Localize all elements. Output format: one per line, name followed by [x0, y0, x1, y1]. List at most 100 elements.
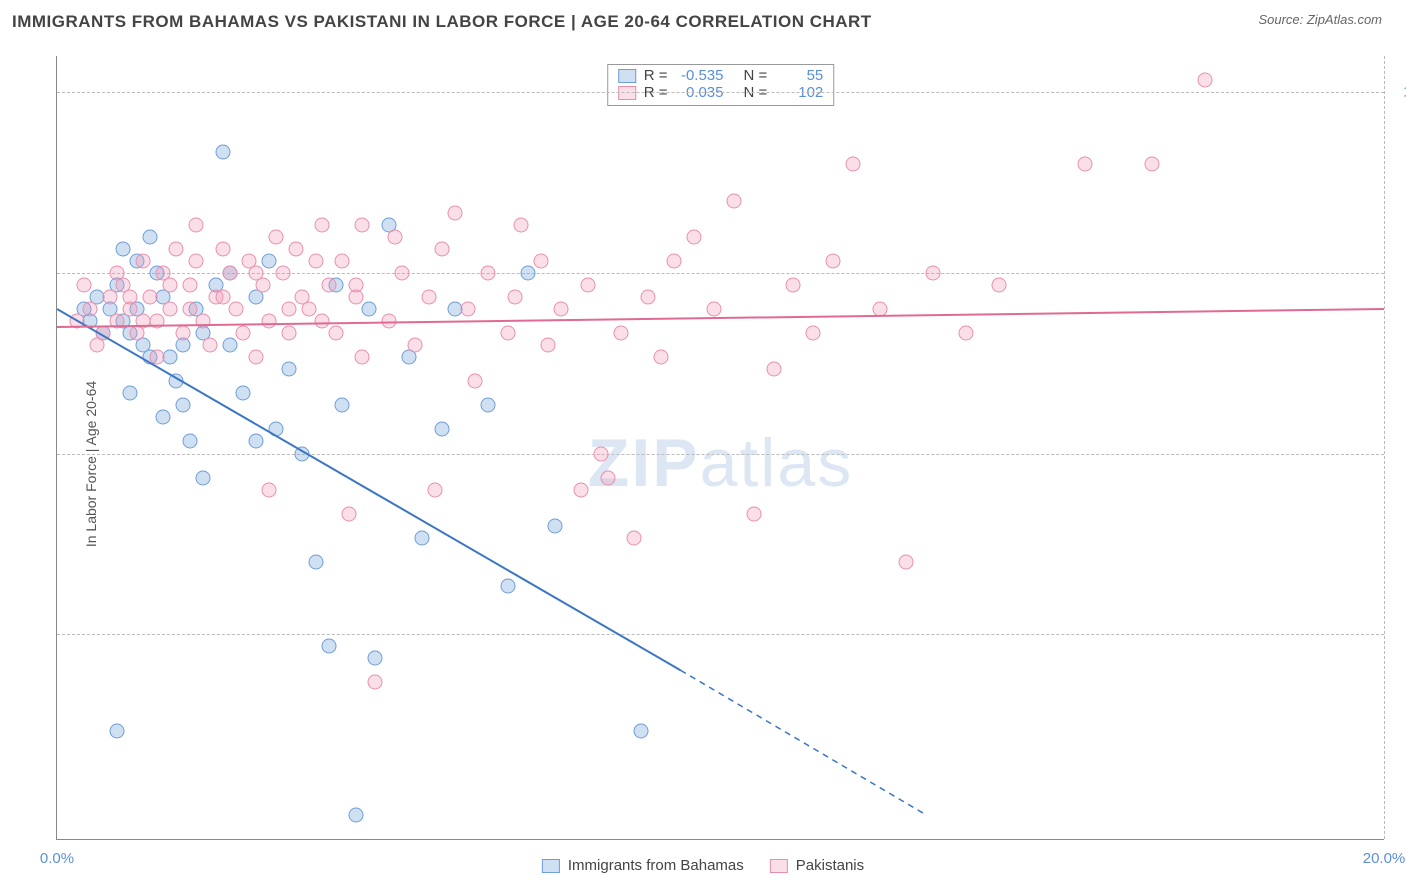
data-point-b [501, 326, 516, 341]
data-point-b [348, 277, 363, 292]
legend-swatch-icon [770, 859, 788, 873]
data-point-b [182, 277, 197, 292]
legend-n-label: N = [744, 67, 768, 84]
data-point-a [182, 434, 197, 449]
data-point-b [653, 350, 668, 365]
scatter-plot: ZIPatlas R =-0.535N =55R =0.035N =102 55… [56, 56, 1384, 840]
data-point-b [288, 241, 303, 256]
data-point-a [368, 651, 383, 666]
data-point-b [249, 265, 264, 280]
data-point-a [249, 434, 264, 449]
legend-item: Pakistanis [770, 857, 864, 874]
x-tick-label: 0.0% [40, 850, 74, 867]
watermark: ZIPatlas [588, 424, 853, 502]
data-point-b [282, 301, 297, 316]
data-point-a [169, 374, 184, 389]
data-point-b [302, 301, 317, 316]
data-point-b [640, 289, 655, 304]
data-point-b [215, 289, 230, 304]
data-point-b [282, 326, 297, 341]
data-point-b [574, 482, 589, 497]
data-point-b [368, 675, 383, 690]
data-point-b [308, 253, 323, 268]
legend-n-value: 55 [775, 67, 823, 84]
data-point-b [1144, 157, 1159, 172]
data-point-a [162, 350, 177, 365]
legend-swatch-icon [618, 69, 636, 83]
data-point-a [361, 301, 376, 316]
data-point-b [69, 314, 84, 329]
data-point-b [122, 289, 137, 304]
data-point-b [229, 301, 244, 316]
y-tick-label: 55.0% [1394, 626, 1406, 643]
data-point-b [335, 253, 350, 268]
data-point-b [408, 338, 423, 353]
data-point-a [156, 410, 171, 425]
gridline-h [57, 454, 1384, 455]
data-point-b [1197, 73, 1212, 88]
gridline-h [57, 92, 1384, 93]
data-point-b [448, 205, 463, 220]
data-point-b [580, 277, 595, 292]
data-point-a [222, 338, 237, 353]
data-point-b [235, 326, 250, 341]
data-point-a [335, 398, 350, 413]
data-point-a [414, 530, 429, 545]
data-point-a [109, 723, 124, 738]
legend-r-label: R = [644, 67, 668, 84]
data-point-a [195, 470, 210, 485]
data-point-b [249, 350, 264, 365]
data-point-b [786, 277, 801, 292]
y-tick-label: 85.0% [1394, 264, 1406, 281]
data-point-b [355, 350, 370, 365]
data-point-a [521, 265, 536, 280]
data-point-b [322, 277, 337, 292]
data-point-b [388, 229, 403, 244]
data-point-b [136, 314, 151, 329]
legend-row: R =-0.535N =55 [618, 67, 824, 84]
correlation-legend: R =-0.535N =55R =0.035N =102 [607, 64, 835, 106]
data-point-b [189, 217, 204, 232]
data-point-a [547, 518, 562, 533]
data-point-b [262, 482, 277, 497]
data-point-a [434, 422, 449, 437]
data-point-b [103, 289, 118, 304]
data-point-b [76, 277, 91, 292]
y-tick-label: 70.0% [1394, 445, 1406, 462]
chart-area: In Labor Force | Age 20-64 ZIPatlas R =-… [12, 48, 1394, 880]
data-point-b [872, 301, 887, 316]
gridline-v [1384, 56, 1385, 839]
data-point-a [282, 362, 297, 377]
data-point-b [195, 314, 210, 329]
legend-series-label: Immigrants from Bahamas [568, 857, 744, 874]
data-point-b [594, 446, 609, 461]
data-point-a [268, 422, 283, 437]
data-point-b [328, 326, 343, 341]
data-point-b [162, 301, 177, 316]
series-legend: Immigrants from Bahamas Pakistanis [542, 857, 864, 874]
data-point-a [295, 446, 310, 461]
data-point-a [235, 386, 250, 401]
data-point-b [554, 301, 569, 316]
legend-series-label: Pakistanis [796, 857, 864, 874]
data-point-b [176, 326, 191, 341]
data-point-b [421, 289, 436, 304]
y-tick-label: 100.0% [1394, 84, 1406, 101]
data-point-a [322, 639, 337, 654]
data-point-b [355, 217, 370, 232]
data-point-b [434, 241, 449, 256]
data-point-b [315, 314, 330, 329]
data-point-b [507, 289, 522, 304]
data-point-b [461, 301, 476, 316]
legend-item: Immigrants from Bahamas [542, 857, 744, 874]
data-point-a [633, 723, 648, 738]
data-point-b [162, 277, 177, 292]
data-point-b [627, 530, 642, 545]
data-point-b [395, 265, 410, 280]
data-point-b [215, 241, 230, 256]
data-point-b [136, 253, 151, 268]
data-point-b [189, 253, 204, 268]
data-point-a [481, 398, 496, 413]
data-point-b [806, 326, 821, 341]
data-point-a [215, 145, 230, 160]
